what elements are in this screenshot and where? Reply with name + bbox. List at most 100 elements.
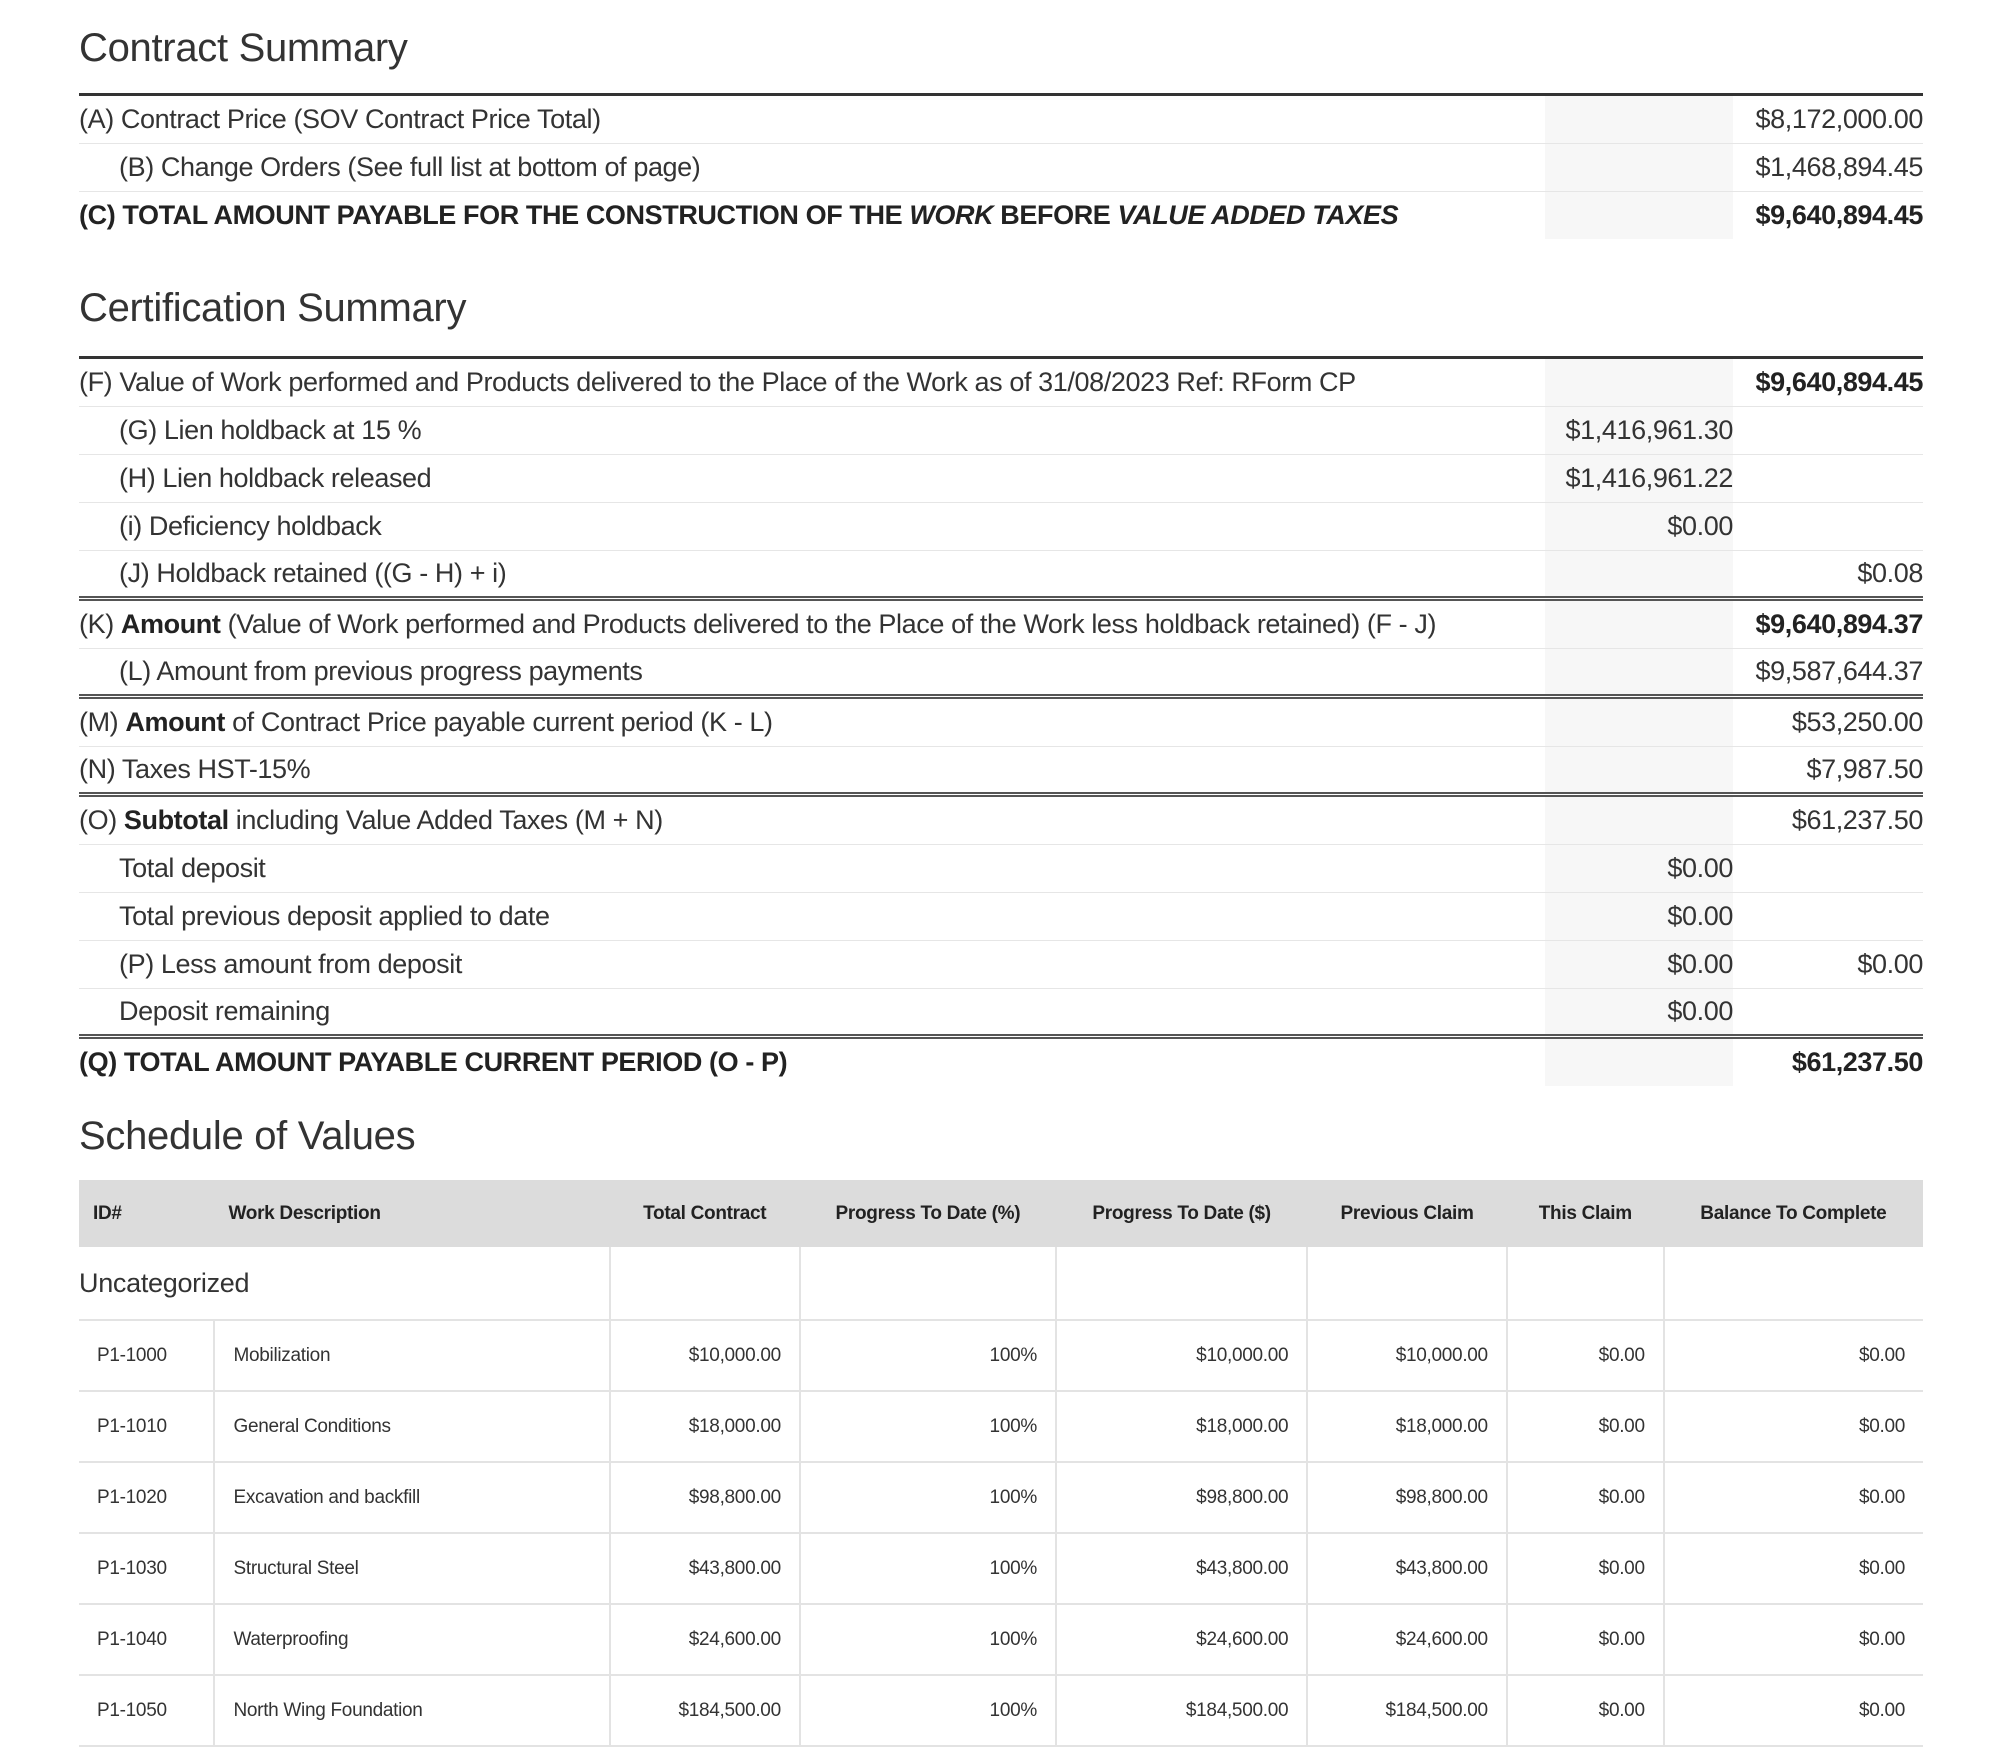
label-text: (G) Lien holdback at 15 % xyxy=(119,415,422,445)
summary-row-amount: $9,640,894.37 xyxy=(1755,609,1924,639)
summary-row: (F) Value of Work performed and Products… xyxy=(79,359,1923,407)
summary-row: (G) Lien holdback at 15 % $1,416,961.30 xyxy=(79,407,1923,455)
summary-row-label: Total deposit xyxy=(79,845,1545,892)
table-cell: General Conditions xyxy=(213,1391,610,1463)
table-cell: $18,000.00 xyxy=(1054,1391,1308,1463)
summary-row-amount: $9,640,894.45 xyxy=(1755,367,1924,397)
table-cell: $0.00 xyxy=(1505,1604,1664,1676)
label-text: Total deposit xyxy=(119,853,266,883)
table-row: P1-1020 Excavation and backfill $98,800.00… xyxy=(79,1462,1923,1534)
label-text: (H) Lien holdback released xyxy=(119,463,432,493)
label-text: of Contract Price payable current period… xyxy=(224,707,773,737)
summary-row-amount xyxy=(1733,407,1923,454)
table-cell: $10,000.00 xyxy=(1306,1320,1507,1392)
label-text: Deposit remaining xyxy=(119,996,330,1026)
empty-cell xyxy=(608,1247,800,1321)
label-text: Total previous deposit applied to date xyxy=(119,901,550,931)
label-text: Subtotal xyxy=(123,805,229,835)
empty-cell xyxy=(1505,1247,1664,1321)
summary-row-subamount xyxy=(1545,551,1733,596)
label-text: (i) Deficiency holdback xyxy=(119,511,382,541)
summary-row-label: (A) Contract Price (SOV Contract Price T… xyxy=(79,96,1545,143)
summary-row-subamount xyxy=(1545,144,1733,191)
summary-row-subamount xyxy=(1545,96,1733,143)
summary-row-amount xyxy=(1733,455,1923,502)
column-header: Work Description xyxy=(214,1180,610,1247)
column-header: This Claim xyxy=(1506,1180,1664,1247)
table-header-row: ID# Work Description Total Contract Progres… xyxy=(79,1180,1923,1247)
table-cell: $18,000.00 xyxy=(608,1391,800,1463)
summary-row-amount: $9,587,644.37 xyxy=(1755,656,1924,686)
summary-row: Total deposit $0.00 xyxy=(79,845,1923,893)
table-cell: $184,500.00 xyxy=(1306,1675,1507,1747)
summary-row-amount: $53,250.00 xyxy=(1791,707,1924,737)
table-cell: 100% xyxy=(798,1675,1056,1747)
empty-cell xyxy=(798,1247,1056,1321)
summary-row-amount: $8,172,000.00 xyxy=(1755,104,1924,134)
table-cell: $0.00 xyxy=(1662,1320,1923,1392)
summary-row-label: Deposit remaining xyxy=(79,989,1545,1034)
summary-row-label: (C) TOTAL AMOUNT PAYABLE FOR THE CONSTRU… xyxy=(79,192,1545,239)
schedule-of-values-title: Schedule of Values xyxy=(79,1114,416,1158)
table-cell: $98,800.00 xyxy=(1306,1462,1507,1534)
certification-summary-title: Certification Summary xyxy=(79,286,467,330)
summary-row-subamount xyxy=(1545,1039,1733,1086)
table-cell: 100% xyxy=(798,1604,1056,1676)
summary-row: (P) Less amount from deposit $0.00 $0.00 xyxy=(79,941,1923,989)
summary-row: (J) Holdback retained ((G - H) + i) $0.08 xyxy=(79,551,1923,601)
summary-row-amount: $0.08 xyxy=(1857,558,1923,588)
summary-row: (M) Amount of Contract Price payable cur… xyxy=(79,699,1923,747)
table-cell: Excavation and backfill xyxy=(213,1462,610,1534)
label-text: (K) xyxy=(79,609,121,639)
summary-row: Total previous deposit applied to date $0… xyxy=(79,893,1923,941)
summary-row-label: (L) Amount from previous progress paymen… xyxy=(79,649,1545,694)
label-text: including Value Added Taxes (M + N) xyxy=(228,805,663,835)
table-cell: $98,800.00 xyxy=(1054,1462,1308,1534)
table-cell: $0.00 xyxy=(1505,1675,1664,1747)
summary-row-amount: $1,468,894.45 xyxy=(1755,152,1924,182)
table-cell: North Wing Foundation xyxy=(213,1675,610,1747)
summary-row-label: (K) Amount (Value of Work performed and … xyxy=(79,601,1545,648)
label-text: (O) xyxy=(79,805,124,835)
contract-summary: (A) Contract Price (SOV Contract Price T… xyxy=(79,93,1923,239)
empty-cell xyxy=(1054,1247,1308,1321)
summary-row-subamount: $0.00 xyxy=(1545,845,1733,892)
summary-row-label: (M) Amount of Contract Price payable cur… xyxy=(79,699,1545,746)
summary-row-amount: $7,987.50 xyxy=(1806,754,1923,784)
table-cell: $0.00 xyxy=(1505,1533,1664,1605)
summary-row-subamount xyxy=(1545,359,1733,406)
column-header: Progress To Date ($) xyxy=(1055,1180,1308,1247)
table-cell: $18,000.00 xyxy=(1306,1391,1507,1463)
summary-row-amount: $61,237.50 xyxy=(1791,805,1924,835)
table-cell: $0.00 xyxy=(1505,1462,1664,1534)
table-cell: P1-1020 xyxy=(79,1462,215,1534)
label-text: Amount xyxy=(125,707,225,737)
contract-summary-title: Contract Summary xyxy=(79,26,408,70)
table-cell: 100% xyxy=(798,1391,1056,1463)
table-cell: $0.00 xyxy=(1505,1391,1664,1463)
table-cell: $24,600.00 xyxy=(608,1604,800,1676)
summary-row-label: (J) Holdback retained ((G - H) + i) xyxy=(79,551,1545,596)
summary-row-label: (G) Lien holdback at 15 % xyxy=(79,407,1545,454)
summary-row-amount xyxy=(1733,989,1923,1034)
table-cell: $24,600.00 xyxy=(1306,1604,1507,1676)
summary-row-label: (i) Deficiency holdback xyxy=(79,503,1545,550)
table-cell: Structural Steel xyxy=(213,1533,610,1605)
summary-row-label: (H) Lien holdback released xyxy=(79,455,1545,502)
summary-row: (Q) TOTAL AMOUNT PAYABLE CURRENT PERIOD … xyxy=(79,1039,1923,1086)
summary-row-label: (O) Subtotal including Value Added Taxes… xyxy=(79,797,1545,844)
table-cell: $10,000.00 xyxy=(1054,1320,1308,1392)
column-header: ID# xyxy=(79,1180,215,1247)
table-cell: $184,500.00 xyxy=(608,1675,800,1747)
table-cell: Waterproofing xyxy=(213,1604,610,1676)
table-cell: Mobilization xyxy=(213,1320,610,1392)
table-cell: $0.00 xyxy=(1662,1391,1923,1463)
table-cell: $0.00 xyxy=(1662,1604,1923,1676)
summary-row: (O) Subtotal including Value Added Taxes… xyxy=(79,797,1923,845)
summary-row-amount: $9,640,894.45 xyxy=(1755,200,1924,230)
label-text: (N) Taxes HST-15% xyxy=(79,754,311,784)
summary-row-subamount: $0.00 xyxy=(1545,503,1733,550)
table-cell: $43,800.00 xyxy=(1306,1533,1507,1605)
summary-row-label: (B) Change Orders (See full list at bott… xyxy=(79,144,1545,191)
summary-row-subamount: $0.00 xyxy=(1545,893,1733,940)
